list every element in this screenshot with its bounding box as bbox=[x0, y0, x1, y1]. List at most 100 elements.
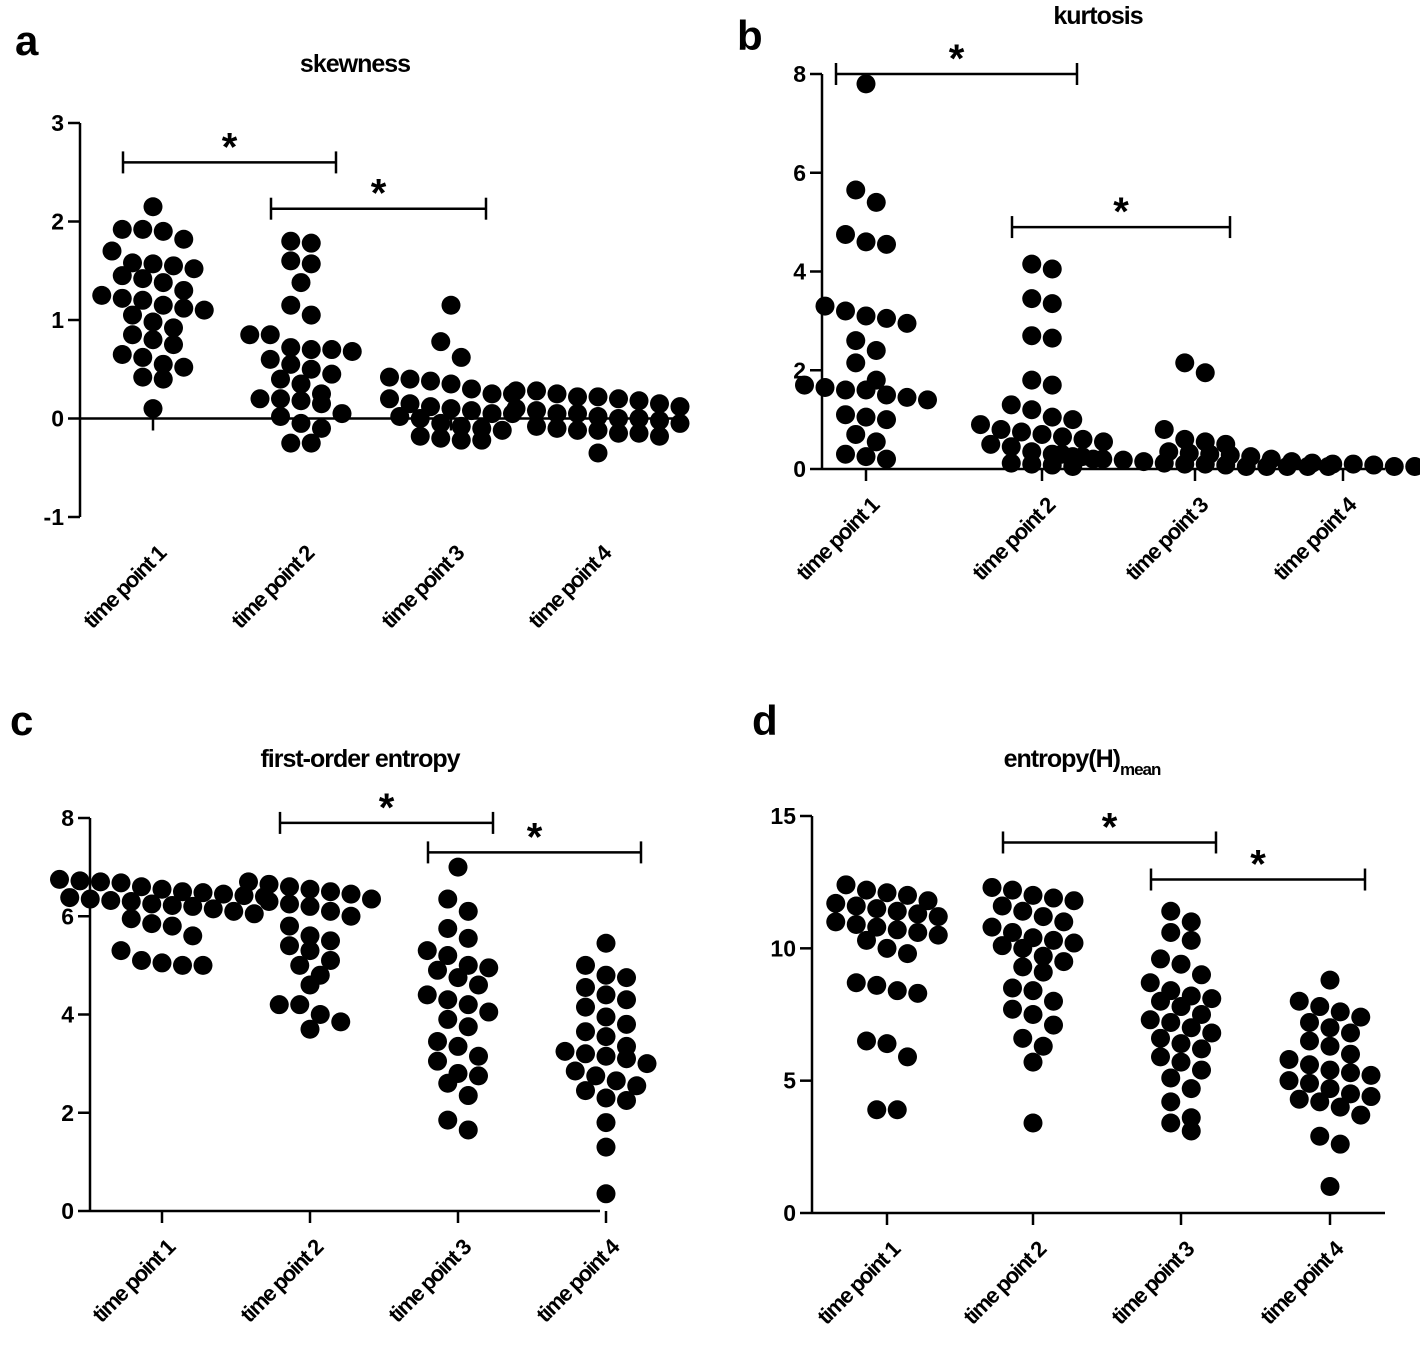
data-point bbox=[438, 1009, 458, 1029]
data-point bbox=[898, 1047, 917, 1067]
data-point bbox=[1364, 455, 1384, 475]
data-point bbox=[867, 917, 887, 937]
data-point bbox=[1289, 991, 1309, 1011]
y-tick-label: 5 bbox=[783, 1068, 796, 1094]
data-point bbox=[596, 1088, 616, 1108]
data-point bbox=[321, 882, 340, 902]
data-point bbox=[897, 313, 917, 333]
chart-title: kurtosis bbox=[1053, 2, 1142, 30]
data-point bbox=[596, 1137, 616, 1157]
data-point bbox=[300, 941, 320, 961]
data-point bbox=[239, 872, 258, 892]
data-point bbox=[846, 180, 866, 200]
data-point bbox=[91, 872, 110, 892]
data-point bbox=[1341, 1084, 1360, 1104]
data-point bbox=[670, 397, 690, 417]
data-point bbox=[918, 390, 937, 410]
data-point bbox=[92, 285, 112, 305]
chart-title-subscript: mean bbox=[1120, 760, 1161, 779]
data-point bbox=[451, 416, 471, 436]
data-point bbox=[1181, 1121, 1201, 1141]
data-point bbox=[1202, 989, 1222, 1009]
data-point bbox=[1330, 1097, 1350, 1117]
data-point bbox=[609, 409, 628, 428]
data-point bbox=[1320, 1079, 1340, 1099]
data-point bbox=[928, 925, 948, 945]
data-point bbox=[259, 892, 279, 912]
data-point bbox=[143, 197, 163, 217]
data-point bbox=[174, 298, 194, 318]
data-point bbox=[153, 273, 173, 293]
data-point bbox=[462, 379, 481, 399]
y-tick-label: 15 bbox=[770, 803, 796, 829]
data-point bbox=[877, 234, 896, 254]
data-point bbox=[1320, 1018, 1340, 1038]
data-point bbox=[1302, 453, 1322, 473]
data-point bbox=[836, 405, 855, 425]
data-point bbox=[1181, 912, 1201, 932]
data-point bbox=[1161, 1113, 1181, 1133]
data-point bbox=[846, 973, 866, 993]
data-point bbox=[836, 444, 855, 464]
data-point bbox=[866, 432, 886, 452]
data-point bbox=[866, 192, 886, 212]
data-point bbox=[132, 877, 151, 897]
data-point bbox=[80, 889, 100, 909]
data-point bbox=[123, 305, 142, 325]
data-point bbox=[1261, 449, 1281, 469]
data-point bbox=[826, 893, 846, 913]
data-point bbox=[50, 869, 69, 889]
data-point bbox=[856, 232, 876, 252]
data-point bbox=[627, 1076, 647, 1096]
data-point bbox=[448, 968, 468, 988]
data-point bbox=[1361, 1087, 1381, 1107]
y-tick-label: 8 bbox=[61, 805, 74, 831]
data-point bbox=[162, 895, 182, 915]
data-point bbox=[981, 434, 1001, 454]
data-point bbox=[1094, 432, 1113, 452]
data-point bbox=[670, 413, 690, 433]
data-point bbox=[280, 877, 299, 897]
data-point bbox=[1279, 1071, 1299, 1091]
data-point bbox=[1181, 930, 1201, 950]
data-point bbox=[576, 1081, 595, 1101]
data-point bbox=[637, 1054, 657, 1074]
data-point bbox=[184, 259, 204, 279]
data-point bbox=[269, 995, 289, 1015]
data-point bbox=[1023, 981, 1043, 1001]
data-point bbox=[458, 928, 478, 948]
data-point bbox=[164, 256, 183, 276]
data-point bbox=[576, 1022, 595, 1042]
data-point bbox=[301, 254, 321, 274]
data-point bbox=[214, 884, 233, 904]
significance-star: * bbox=[527, 815, 543, 859]
data-point bbox=[1171, 954, 1191, 974]
data-point bbox=[428, 1032, 447, 1052]
data-point bbox=[111, 941, 131, 961]
data-point bbox=[1022, 254, 1042, 274]
data-point bbox=[469, 975, 488, 995]
data-point bbox=[898, 885, 917, 905]
data-point bbox=[1003, 922, 1022, 942]
data-point bbox=[173, 882, 192, 902]
data-point bbox=[390, 407, 410, 427]
data-point bbox=[877, 385, 896, 405]
data-point bbox=[650, 394, 669, 414]
data-point bbox=[331, 1012, 351, 1032]
data-point bbox=[1033, 962, 1053, 982]
data-point bbox=[1042, 259, 1062, 279]
data-point bbox=[441, 374, 461, 394]
data-point bbox=[877, 410, 896, 430]
data-point bbox=[908, 904, 928, 924]
data-point bbox=[1033, 1036, 1053, 1056]
data-point bbox=[281, 251, 301, 271]
data-point bbox=[908, 983, 928, 1003]
x-tick-label: time point 2 bbox=[967, 492, 1060, 585]
data-point bbox=[836, 224, 855, 244]
data-point bbox=[1310, 997, 1330, 1017]
data-point bbox=[527, 416, 546, 436]
data-point bbox=[142, 914, 162, 934]
data-point bbox=[1013, 957, 1033, 977]
data-point bbox=[568, 404, 587, 424]
